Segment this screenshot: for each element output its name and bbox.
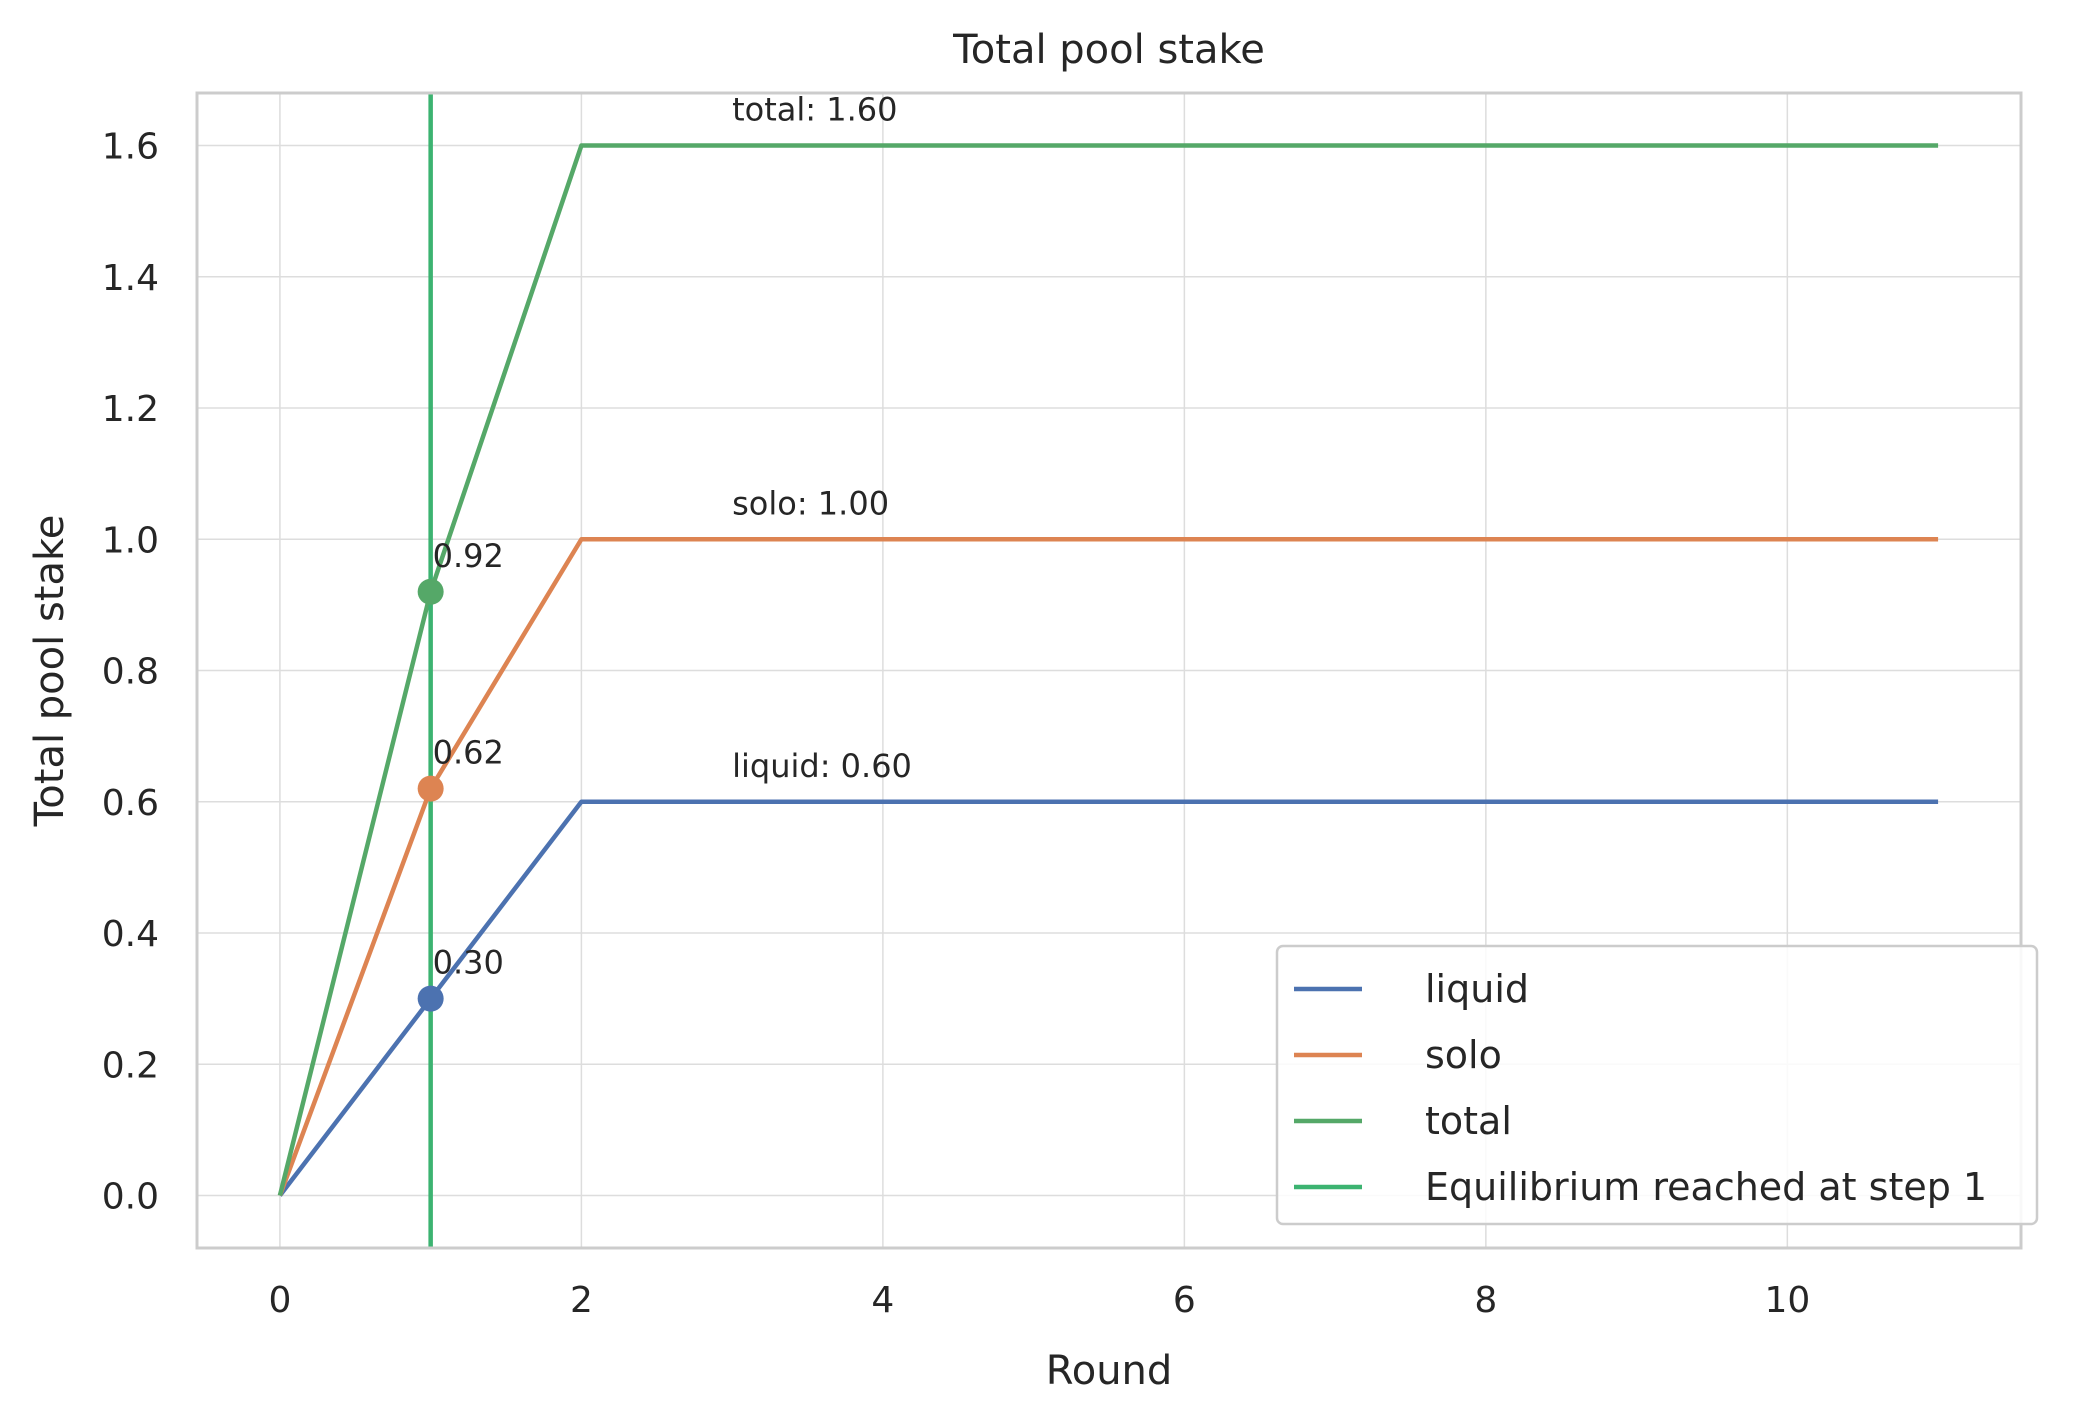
series-line-liquid xyxy=(278,799,1939,1197)
x-tick-label: 2 xyxy=(570,1280,593,1321)
end-annotation: liquid: 0.60 xyxy=(732,747,912,785)
annotations: 0.30 0.62 0.92 liquid: 0.60 solo: 1.00 total:… xyxy=(433,91,912,982)
marker-label-total: 0.92 xyxy=(433,537,504,575)
marker-liquid xyxy=(417,985,444,1012)
chart-title: Total pool stake xyxy=(952,27,1265,73)
legend-item-label: total xyxy=(1425,1099,1512,1143)
legend-item-label: Equilibrium reached at step 1 xyxy=(1425,1165,1987,1209)
x-tick-label: 10 xyxy=(1764,1280,1810,1321)
y-tick-label: 1.6 xyxy=(102,127,159,168)
marker-label-solo: 0.62 xyxy=(433,734,504,772)
y-tick-label: 0.2 xyxy=(102,1045,159,1086)
marker-solo xyxy=(417,775,444,802)
legend-item-label: liquid xyxy=(1425,967,1529,1011)
y-tick-label: 1.0 xyxy=(102,520,159,561)
y-tick-label: 0.8 xyxy=(102,652,159,693)
series-line-total xyxy=(277,143,1939,1197)
series-lines xyxy=(277,143,1939,1197)
series-line-solo xyxy=(277,537,1939,1197)
y-tick-label: 0.4 xyxy=(102,914,159,955)
x-axis-label: Round xyxy=(1046,1348,1173,1394)
y-tick-label: 1.2 xyxy=(102,389,159,430)
markers xyxy=(417,578,444,1012)
marker-label-liquid: 0.30 xyxy=(433,944,504,982)
x-tick-label: 0 xyxy=(268,1280,291,1321)
legend-item-label: solo xyxy=(1425,1033,1502,1077)
y-tick-label: 0.0 xyxy=(102,1177,159,1218)
y-axis-label: Total pool stake xyxy=(27,515,73,828)
y-tick-label: 0.6 xyxy=(102,783,159,824)
y-tick-label: 1.4 xyxy=(102,258,159,299)
legend-box xyxy=(1275,944,2039,1226)
x-tick-label: 8 xyxy=(1474,1280,1497,1321)
end-annotation: total: 1.60 xyxy=(732,91,897,129)
x-tick-label: 6 xyxy=(1173,1280,1196,1321)
legend: liquid solo total Equilibrium reached at st… xyxy=(1275,944,2039,1226)
marker-total xyxy=(417,578,444,605)
tick-labels: 0 2 4 6 8 10 0.0 0.2 0.4 0.6 0.8 1.0 1.2 1.4 1.6 xyxy=(102,127,1811,1322)
x-tick-label: 4 xyxy=(871,1280,894,1321)
plot-frame xyxy=(195,91,2023,1250)
end-annotation: solo: 1.00 xyxy=(732,484,889,522)
